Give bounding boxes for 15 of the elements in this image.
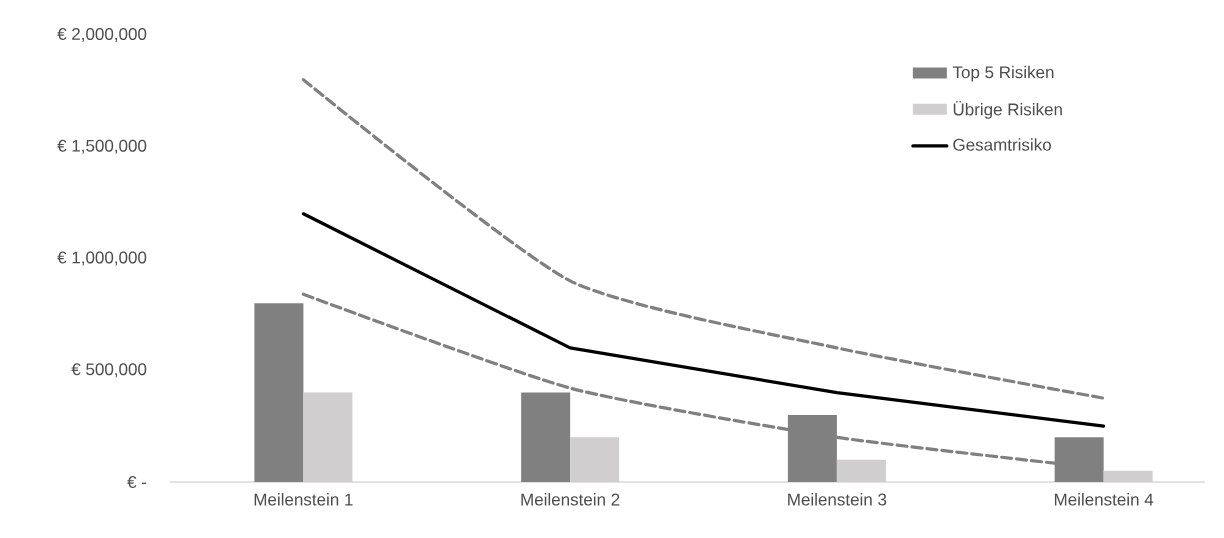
bar xyxy=(254,303,304,482)
y-tick-label: € 2,000,000 xyxy=(57,28,147,43)
legend-label: Top 5 Risiken xyxy=(952,65,1054,82)
x-tick-label: Meilenstein 3 xyxy=(788,493,887,506)
y-tick-label: € 500,000 xyxy=(71,363,147,378)
legend-label: Übrige Risiken xyxy=(953,101,1062,119)
x-tick-label: Meilenstein 1 xyxy=(254,493,353,506)
x-tick-label: Meilenstein 2 xyxy=(521,493,620,506)
legend-label: Gesamtrisiko xyxy=(953,138,1051,151)
bar xyxy=(521,392,571,482)
y-tick-label: € 1,000,000 xyxy=(57,251,147,266)
y-tick-label: € 1,500,000 xyxy=(57,139,147,154)
x-tick-label: Meilenstein 4 xyxy=(1054,493,1154,506)
line-series xyxy=(301,212,1106,428)
y-tick-label: € - xyxy=(127,475,147,489)
